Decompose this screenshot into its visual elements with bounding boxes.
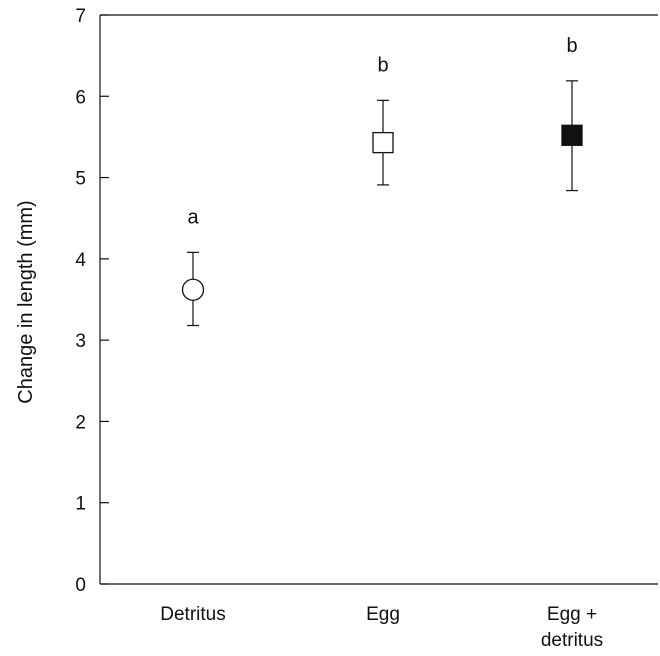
marker-circle bbox=[181, 278, 205, 301]
y-tick-label: 4 bbox=[75, 250, 86, 271]
y-tick-label: 7 bbox=[75, 6, 86, 27]
y-tick-label: 1 bbox=[75, 494, 86, 515]
data-point-group: b bbox=[561, 35, 583, 192]
group-letter: b bbox=[566, 35, 577, 57]
y-tick-label: 2 bbox=[75, 412, 86, 433]
x-category-label: Detritus bbox=[160, 604, 225, 625]
series: a b b bbox=[181, 35, 583, 327]
marker-square-open bbox=[372, 131, 394, 154]
x-categories: Detritus Egg Egg + detritus bbox=[160, 604, 603, 651]
y-tick-label: 6 bbox=[75, 87, 86, 108]
data-point-group: b bbox=[372, 54, 394, 186]
marker-square-filled bbox=[561, 124, 583, 146]
x-category-label: Egg + detritus bbox=[541, 604, 603, 651]
y-tick-label: 3 bbox=[75, 331, 86, 352]
y-ticks: 0 1 2 3 4 5 6 7 bbox=[75, 6, 109, 596]
y-axis-label: Change in length (mm) bbox=[15, 200, 37, 403]
y-tick-label: 5 bbox=[75, 169, 86, 190]
plot-frame bbox=[99, 14, 658, 585]
data-point-group: a bbox=[181, 206, 205, 327]
group-letter: b bbox=[377, 54, 388, 76]
group-letter: a bbox=[187, 206, 199, 228]
x-category-label: Egg bbox=[366, 604, 400, 625]
y-tick-label: 0 bbox=[75, 575, 86, 596]
